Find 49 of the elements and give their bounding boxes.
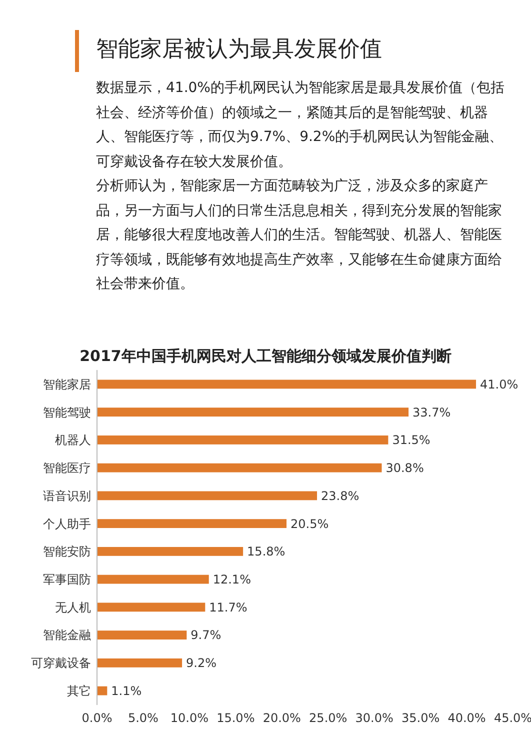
y-tick-label: 智能安防 [43, 544, 91, 559]
x-tick-label: 30.0% [355, 711, 394, 725]
bar [97, 408, 409, 417]
data-label: 31.5% [392, 433, 430, 448]
data-label: 9.2% [186, 656, 217, 670]
bar [97, 519, 287, 528]
bar [97, 380, 476, 389]
data-label: 15.8% [247, 544, 286, 559]
y-tick-label: 智能驾驶 [43, 405, 91, 420]
data-label: 9.7% [190, 628, 222, 642]
y-tick-label: 智能家居 [43, 377, 91, 392]
y-tick-label: 语音识别 [43, 488, 91, 503]
bar [97, 574, 209, 584]
bar [97, 602, 206, 612]
chart-title: 2017年中国手机网民对人工智能细分领域发展价值判断 [80, 347, 452, 365]
bar [97, 435, 388, 444]
text: 数据显示，41.0%的手机网民认为智能家居是最具发展价值（包括社会、经济等价值）的领域之一，紧随其后的是智能驾驶、机器人、智能医疗等，而仅为9.7%、9.2%的手机网民认为智能金融、可穿戴设备存在较大发展价值。 [96, 79, 506, 172]
x-tick-label: 20.0% [262, 711, 301, 725]
x-tick-label: 10.0% [170, 711, 209, 725]
x-tick-label: 15.0% [216, 711, 255, 725]
data-label: 33.7% [412, 405, 451, 420]
x-tick-label: 25.0% [309, 711, 348, 725]
bar [97, 658, 182, 668]
bar [97, 546, 244, 556]
y-tick-label: 智能金融 [43, 628, 91, 642]
y-tick-label: 军事国防 [43, 572, 91, 587]
y-tick-label: 机器人 [55, 433, 91, 448]
x-tick-label: 35.0% [401, 711, 440, 725]
data-label: 1.1% [111, 684, 142, 698]
text: 分析师认为，智能家居一方面范畴较为广泛，涉及众多的家庭产品，另一方面与人们的日常生活息息相关，得到充分发展的智能家居，能够很大程度地改善人们的生活。智能驾驶、机器人、智能医疗等领域，既能够有效地提高生产效率，又能够在生命健康方面给社会带来价值。 [96, 177, 503, 294]
data-label: 23.8% [321, 488, 360, 503]
y-tick-label: 无人机 [55, 600, 91, 614]
x-tick-label: 0.0% [82, 711, 112, 725]
data-label: 20.5% [290, 516, 329, 531]
chart-subtitle: 智能家居被认为最具发展价值 [96, 36, 382, 64]
y-tick-label: 可穿戴设备 [31, 656, 91, 670]
y-tick-label: 其它 [67, 684, 91, 698]
data-label: 41.0% [480, 377, 518, 392]
bar [97, 630, 187, 640]
x-tick-label: 5.0% [128, 711, 158, 725]
data-label: 30.8% [386, 461, 424, 476]
y-tick-label: 个人助手 [43, 516, 91, 531]
data-label: 11.7% [209, 600, 248, 614]
data-label: 12.1% [212, 572, 251, 587]
x-tick-label: 40.0% [448, 711, 486, 725]
y-tick-label: 智能医疗 [43, 461, 91, 476]
bar [97, 463, 382, 472]
x-tick-label: 45.0% [494, 711, 531, 725]
bar [97, 491, 318, 500]
